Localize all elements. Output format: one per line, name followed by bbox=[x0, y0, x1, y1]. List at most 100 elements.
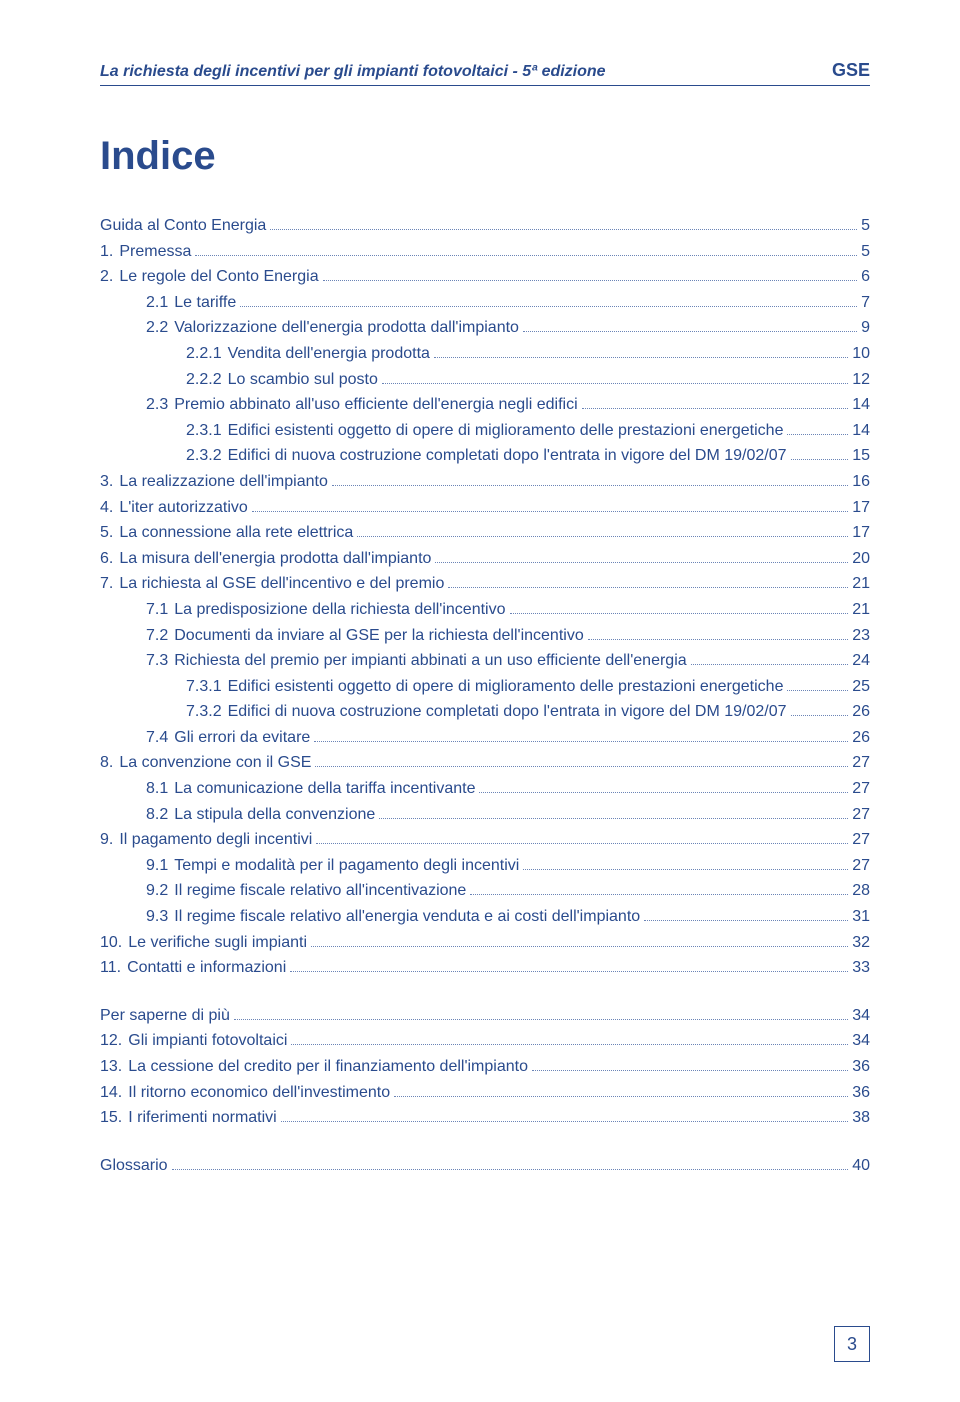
toc-row: 9.1Tempi e modalità per il pagamento deg… bbox=[100, 853, 870, 879]
toc-entry-label: La convenzione con il GSE bbox=[119, 750, 311, 776]
toc-entry-page: 24 bbox=[852, 648, 870, 674]
toc-leader bbox=[435, 548, 848, 562]
toc-entry-number: 15. bbox=[100, 1105, 128, 1131]
toc-row: 2.Le regole del Conto Energia6 bbox=[100, 264, 870, 290]
toc-entry-number: 14. bbox=[100, 1080, 128, 1106]
toc-entry-number: 12. bbox=[100, 1028, 128, 1054]
toc-entry-page: 27 bbox=[852, 776, 870, 802]
page-number: 3 bbox=[834, 1326, 870, 1362]
toc-entry-label: Il regime fiscale relativo all'energia v… bbox=[174, 904, 640, 930]
toc-entry-number: 9.3 bbox=[146, 904, 174, 930]
toc-section-more: Per saperne di più3412.Gli impianti foto… bbox=[100, 1003, 870, 1131]
toc-entry-number: 2.1 bbox=[146, 290, 174, 316]
toc-entry-label: La predisposizione della richiesta dell'… bbox=[174, 597, 505, 623]
toc-heading: Indice bbox=[100, 134, 870, 179]
toc-entry-page: 36 bbox=[852, 1054, 870, 1080]
toc-entry-page: 16 bbox=[852, 469, 870, 495]
toc-entry-label: La cessione del credito per il finanziam… bbox=[128, 1054, 528, 1080]
toc-leader bbox=[332, 472, 848, 486]
toc-entry-number: 9.2 bbox=[146, 878, 174, 904]
toc-entry-label: La realizzazione dell'impianto bbox=[119, 469, 328, 495]
header-logo-text: GSE bbox=[832, 60, 870, 81]
toc-entry-number: 7. bbox=[100, 571, 119, 597]
toc-entry-label: La stipula della convenzione bbox=[174, 802, 375, 828]
toc-entry-label: Contatti e informazioni bbox=[127, 955, 286, 981]
toc-entry-label: Le verifiche sugli impianti bbox=[128, 930, 307, 956]
toc-entry-label: Le tariffe bbox=[174, 290, 236, 316]
toc-entry-label: Richiesta del premio per impianti abbina… bbox=[174, 648, 686, 674]
toc-entry-label: Edifici di nuova costruzione completati … bbox=[228, 699, 787, 725]
toc-row: 2.1Le tariffe7 bbox=[100, 290, 870, 316]
toc-entry-label: La richiesta al GSE dell'incentivo e del… bbox=[119, 571, 444, 597]
toc-entry-number: 9. bbox=[100, 827, 119, 853]
toc-entry-label: Premio abbinato all'uso efficiente dell'… bbox=[174, 392, 577, 418]
toc-leader bbox=[382, 369, 848, 383]
toc-row: 2.3.2Edifici di nuova costruzione comple… bbox=[100, 443, 870, 469]
toc-entry-label: Gli errori da evitare bbox=[174, 725, 310, 751]
toc-entry-label: I riferimenti normativi bbox=[128, 1105, 276, 1131]
toc-entry-number: 7.1 bbox=[146, 597, 174, 623]
toc-entry-number: 7.3 bbox=[146, 648, 174, 674]
toc-entry-number: 5. bbox=[100, 520, 119, 546]
toc-entry-page: 23 bbox=[852, 623, 870, 649]
toc-entry-label: Tempi e modalità per il pagamento degli … bbox=[174, 853, 519, 879]
toc-leader bbox=[379, 804, 848, 818]
toc-row: 1.Premessa5 bbox=[100, 239, 870, 265]
toc-entry-page: 28 bbox=[852, 878, 870, 904]
toc-entry-number: 7.4 bbox=[146, 725, 174, 751]
toc-entry-number: 2. bbox=[100, 264, 119, 290]
toc-leader bbox=[252, 497, 848, 511]
toc-leader bbox=[532, 1057, 848, 1071]
toc-row: 12.Gli impianti fotovoltaici34 bbox=[100, 1028, 870, 1054]
toc-leader bbox=[510, 600, 849, 614]
toc-row: 8.2La stipula della convenzione 27 bbox=[100, 802, 870, 828]
toc-row: 7.3.1Edifici esistenti oggetto di opere … bbox=[100, 674, 870, 700]
toc-section-glossary: Glossario40 bbox=[100, 1153, 870, 1179]
toc-entry-label: Edifici esistenti oggetto di opere di mi… bbox=[228, 418, 784, 444]
toc-leader bbox=[240, 292, 857, 306]
toc-row: 7.1La predisposizione della richiesta de… bbox=[100, 597, 870, 623]
toc-entry-label: Valorizzazione dell'energia prodotta dal… bbox=[174, 315, 519, 341]
toc-row: 9.2Il regime fiscale relativo all'incent… bbox=[100, 878, 870, 904]
toc-entry-label: La misura dell'energia prodotta dall'imp… bbox=[119, 546, 431, 572]
page-number-value: 3 bbox=[847, 1334, 857, 1355]
toc-row: 2.3.1Edifici esistenti oggetto di opere … bbox=[100, 418, 870, 444]
toc-entry-number: 2.2.1 bbox=[186, 341, 228, 367]
toc-entry-label: Premessa bbox=[119, 239, 191, 265]
toc-entry-page: 15 bbox=[852, 443, 870, 469]
toc-entry-page: 33 bbox=[852, 955, 870, 981]
toc-entry-number: 8.2 bbox=[146, 802, 174, 828]
toc-entry-page: 38 bbox=[852, 1105, 870, 1131]
toc-leader bbox=[434, 344, 848, 358]
toc-row: 10.Le verifiche sugli impianti32 bbox=[100, 930, 870, 956]
toc-entry-number: 7.3.1 bbox=[186, 674, 228, 700]
toc-entry-number: 2.2 bbox=[146, 315, 174, 341]
toc-entry-label: Documenti da inviare al GSE per la richi… bbox=[174, 623, 583, 649]
toc-leader bbox=[691, 651, 849, 665]
toc-row: 14.Il ritorno economico dell'investiment… bbox=[100, 1080, 870, 1106]
toc-entry-page: 36 bbox=[852, 1080, 870, 1106]
toc-row: 3.La realizzazione dell'impianto16 bbox=[100, 469, 870, 495]
toc-row: 9.3Il regime fiscale relativo all'energi… bbox=[100, 904, 870, 930]
toc-leader bbox=[172, 1155, 849, 1169]
toc-entry-number: 10. bbox=[100, 930, 128, 956]
toc-row: 11.Contatti e informazioni33 bbox=[100, 955, 870, 981]
page-header: La richiesta degli incentivi per gli imp… bbox=[100, 60, 870, 86]
toc-entry-number: 7.2 bbox=[146, 623, 174, 649]
toc-leader bbox=[787, 420, 848, 434]
toc-leader bbox=[315, 753, 848, 767]
toc-entry-label: Vendita dell'energia prodotta bbox=[228, 341, 430, 367]
toc-row: 2.2.2Lo scambio sul posto12 bbox=[100, 367, 870, 393]
toc-row: Glossario40 bbox=[100, 1153, 870, 1179]
toc-leader bbox=[787, 676, 848, 690]
toc-entry-label: Guida al Conto Energia bbox=[100, 213, 266, 239]
toc-leader bbox=[316, 830, 848, 844]
toc-entry-label: Il regime fiscale relativo all'incentiva… bbox=[174, 878, 466, 904]
toc-entry-page: 34 bbox=[852, 1028, 870, 1054]
toc-entry-label: Edifici esistenti oggetto di opere di mi… bbox=[228, 674, 784, 700]
toc-section-main: Guida al Conto Energia51.Premessa52.Le r… bbox=[100, 213, 870, 981]
toc-entry-page: 27 bbox=[852, 802, 870, 828]
toc-leader bbox=[448, 574, 848, 588]
toc-leader bbox=[314, 727, 848, 741]
toc-entry-page: 40 bbox=[852, 1153, 870, 1179]
